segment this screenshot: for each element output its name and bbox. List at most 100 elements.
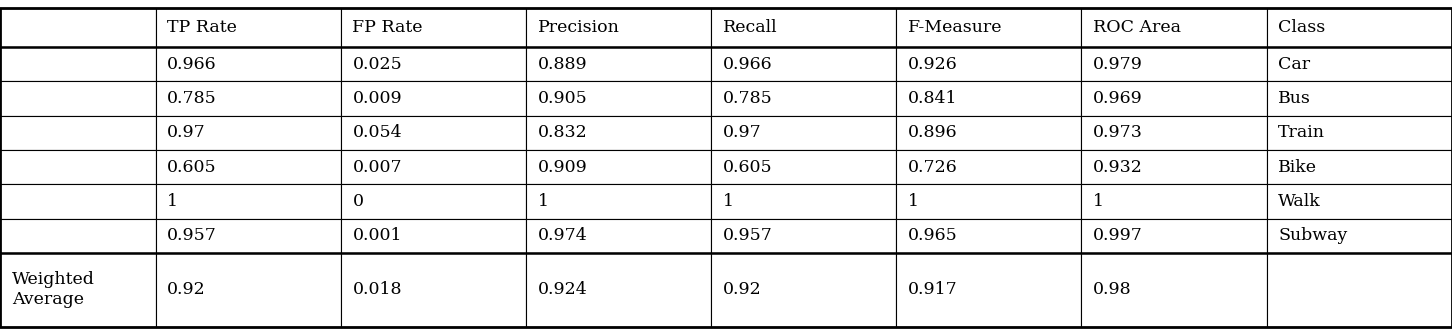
FancyBboxPatch shape (0, 253, 155, 327)
Text: 0.007: 0.007 (353, 158, 402, 176)
Text: Walk: Walk (1278, 193, 1321, 210)
FancyBboxPatch shape (896, 253, 1082, 327)
FancyBboxPatch shape (526, 184, 711, 219)
Text: 0.979: 0.979 (1093, 56, 1143, 73)
Text: 0.025: 0.025 (353, 56, 402, 73)
Text: F-Measure: F-Measure (908, 19, 1002, 36)
Text: 0.605: 0.605 (167, 158, 216, 176)
Text: 0.924: 0.924 (537, 281, 588, 298)
Text: 0.001: 0.001 (353, 227, 402, 244)
Text: 0.997: 0.997 (1093, 227, 1143, 244)
Text: 0.889: 0.889 (537, 56, 587, 73)
FancyBboxPatch shape (155, 116, 341, 150)
Text: 0.896: 0.896 (908, 124, 957, 141)
Text: 0.926: 0.926 (908, 56, 958, 73)
Text: 1: 1 (167, 193, 179, 210)
FancyBboxPatch shape (711, 81, 896, 116)
FancyBboxPatch shape (896, 116, 1082, 150)
Text: 0.726: 0.726 (908, 158, 958, 176)
FancyBboxPatch shape (0, 8, 155, 47)
FancyBboxPatch shape (896, 81, 1082, 116)
FancyBboxPatch shape (155, 8, 341, 47)
Text: 0.965: 0.965 (908, 227, 958, 244)
Text: Recall: Recall (723, 19, 777, 36)
FancyBboxPatch shape (155, 184, 341, 219)
FancyBboxPatch shape (1266, 219, 1452, 253)
Text: 0.785: 0.785 (167, 90, 218, 107)
FancyBboxPatch shape (896, 219, 1082, 253)
Text: Subway: Subway (1278, 227, 1347, 244)
FancyBboxPatch shape (0, 81, 155, 116)
FancyBboxPatch shape (0, 47, 155, 81)
FancyBboxPatch shape (0, 150, 155, 184)
FancyBboxPatch shape (1266, 150, 1452, 184)
FancyBboxPatch shape (341, 81, 526, 116)
FancyBboxPatch shape (0, 184, 155, 219)
FancyBboxPatch shape (711, 219, 896, 253)
Text: 0.966: 0.966 (167, 56, 216, 73)
Text: 0.054: 0.054 (353, 124, 402, 141)
Text: 0.92: 0.92 (167, 281, 206, 298)
FancyBboxPatch shape (155, 219, 341, 253)
Text: Bike: Bike (1278, 158, 1317, 176)
Text: 0.97: 0.97 (723, 124, 761, 141)
Text: 0.92: 0.92 (723, 281, 761, 298)
FancyBboxPatch shape (896, 8, 1082, 47)
Text: ROC Area: ROC Area (1093, 19, 1180, 36)
FancyBboxPatch shape (1266, 253, 1452, 327)
Text: 1: 1 (723, 193, 733, 210)
FancyBboxPatch shape (526, 219, 711, 253)
Text: 0.957: 0.957 (167, 227, 218, 244)
FancyBboxPatch shape (526, 253, 711, 327)
Text: 0.973: 0.973 (1093, 124, 1143, 141)
Text: Class: Class (1278, 19, 1326, 36)
FancyBboxPatch shape (896, 184, 1082, 219)
Text: 0.98: 0.98 (1093, 281, 1131, 298)
FancyBboxPatch shape (341, 150, 526, 184)
FancyBboxPatch shape (1266, 47, 1452, 81)
FancyBboxPatch shape (341, 116, 526, 150)
Text: 1: 1 (1093, 193, 1104, 210)
Text: 0.841: 0.841 (908, 90, 957, 107)
Text: FP Rate: FP Rate (353, 19, 423, 36)
FancyBboxPatch shape (711, 150, 896, 184)
FancyBboxPatch shape (711, 47, 896, 81)
Text: Weighted
Average: Weighted Average (12, 271, 94, 308)
Text: 1: 1 (908, 193, 919, 210)
Text: 0.018: 0.018 (353, 281, 402, 298)
FancyBboxPatch shape (896, 47, 1082, 81)
FancyBboxPatch shape (1266, 8, 1452, 47)
Text: 0: 0 (353, 193, 363, 210)
Text: 0.905: 0.905 (537, 90, 588, 107)
FancyBboxPatch shape (155, 253, 341, 327)
FancyBboxPatch shape (1266, 81, 1452, 116)
FancyBboxPatch shape (711, 184, 896, 219)
Text: 0.009: 0.009 (353, 90, 402, 107)
FancyBboxPatch shape (341, 8, 526, 47)
FancyBboxPatch shape (155, 81, 341, 116)
FancyBboxPatch shape (526, 47, 711, 81)
Text: 1: 1 (537, 193, 549, 210)
FancyBboxPatch shape (1082, 184, 1266, 219)
Text: Precision: Precision (537, 19, 620, 36)
Text: 0.909: 0.909 (537, 158, 588, 176)
FancyBboxPatch shape (341, 219, 526, 253)
FancyBboxPatch shape (526, 8, 711, 47)
FancyBboxPatch shape (1082, 219, 1266, 253)
Text: Car: Car (1278, 56, 1310, 73)
FancyBboxPatch shape (0, 116, 155, 150)
FancyBboxPatch shape (1082, 253, 1266, 327)
FancyBboxPatch shape (526, 116, 711, 150)
FancyBboxPatch shape (341, 253, 526, 327)
FancyBboxPatch shape (526, 81, 711, 116)
FancyBboxPatch shape (711, 8, 896, 47)
FancyBboxPatch shape (155, 150, 341, 184)
Text: Train: Train (1278, 124, 1326, 141)
FancyBboxPatch shape (1082, 81, 1266, 116)
FancyBboxPatch shape (1082, 116, 1266, 150)
Text: 0.966: 0.966 (723, 56, 772, 73)
FancyBboxPatch shape (155, 47, 341, 81)
FancyBboxPatch shape (711, 116, 896, 150)
FancyBboxPatch shape (1266, 116, 1452, 150)
Text: TP Rate: TP Rate (167, 19, 237, 36)
